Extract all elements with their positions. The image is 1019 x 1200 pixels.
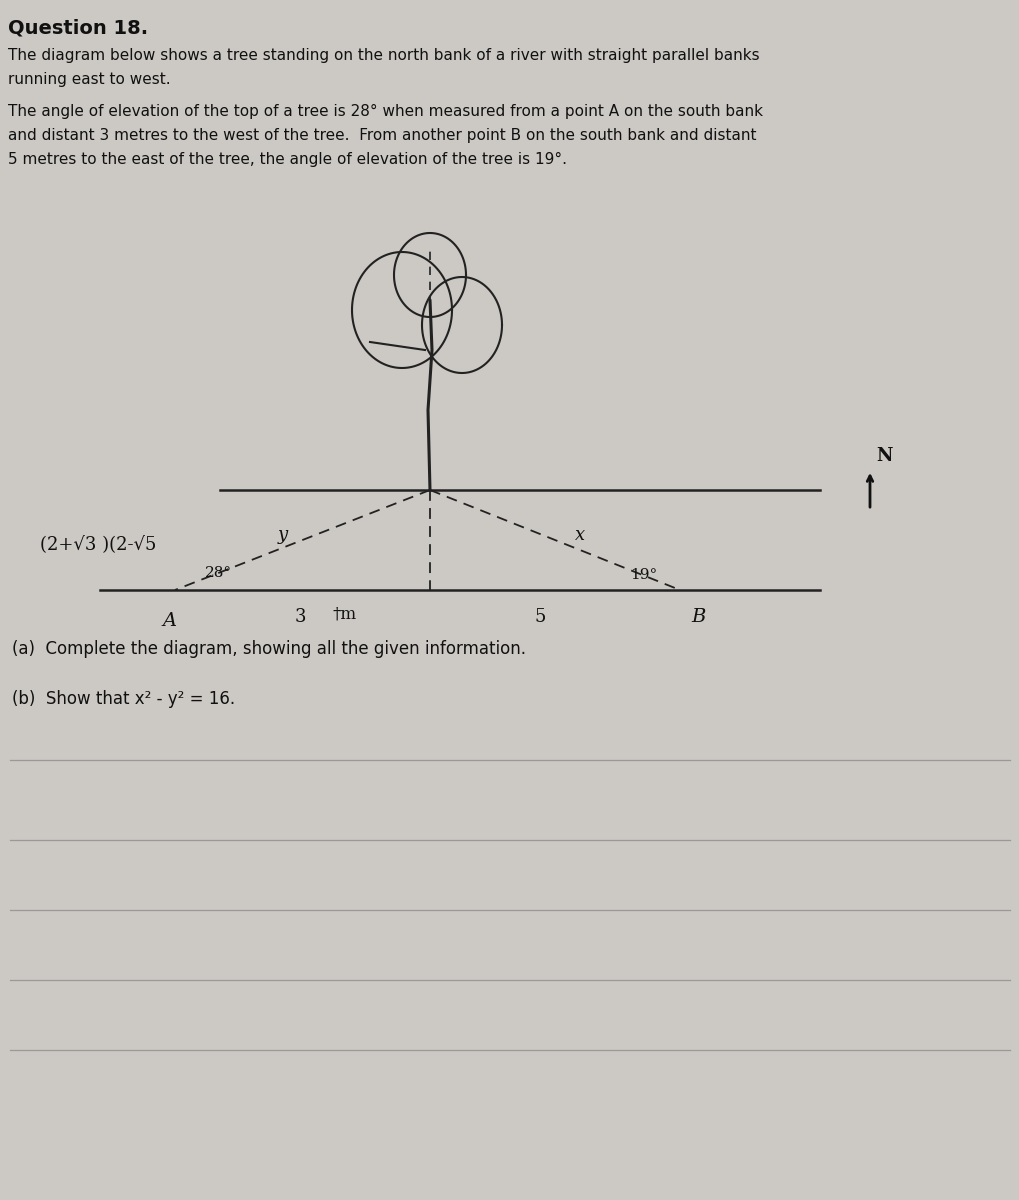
Text: B: B xyxy=(690,608,704,626)
Text: The diagram below shows a tree standing on the north bank of a river with straig: The diagram below shows a tree standing … xyxy=(8,48,759,62)
Text: (2+√3 )(2-√5: (2+√3 )(2-√5 xyxy=(40,536,156,554)
Text: and distant 3 metres to the west of the tree.  From another point B on the south: and distant 3 metres to the west of the … xyxy=(8,128,756,143)
Text: 28°: 28° xyxy=(205,566,232,580)
Text: 19°: 19° xyxy=(630,568,656,582)
Text: running east to west.: running east to west. xyxy=(8,72,170,86)
Text: y: y xyxy=(277,526,287,544)
Text: The angle of elevation of the top of a tree is 28° when measured from a point A : The angle of elevation of the top of a t… xyxy=(8,104,762,119)
Text: (b)  Show that x² - y² = 16.: (b) Show that x² - y² = 16. xyxy=(12,690,235,708)
Text: N: N xyxy=(875,446,892,464)
Text: (a)  Complete the diagram, showing all the given information.: (a) Complete the diagram, showing all th… xyxy=(12,640,526,658)
Text: †m: †m xyxy=(332,605,357,622)
Text: 3: 3 xyxy=(293,608,306,626)
Text: 5: 5 xyxy=(534,608,545,626)
Text: Question 18.: Question 18. xyxy=(8,18,148,37)
Text: 5 metres to the east of the tree, the angle of elevation of the tree is 19°.: 5 metres to the east of the tree, the an… xyxy=(8,152,567,167)
Text: x: x xyxy=(575,526,585,544)
Text: A: A xyxy=(163,612,177,630)
